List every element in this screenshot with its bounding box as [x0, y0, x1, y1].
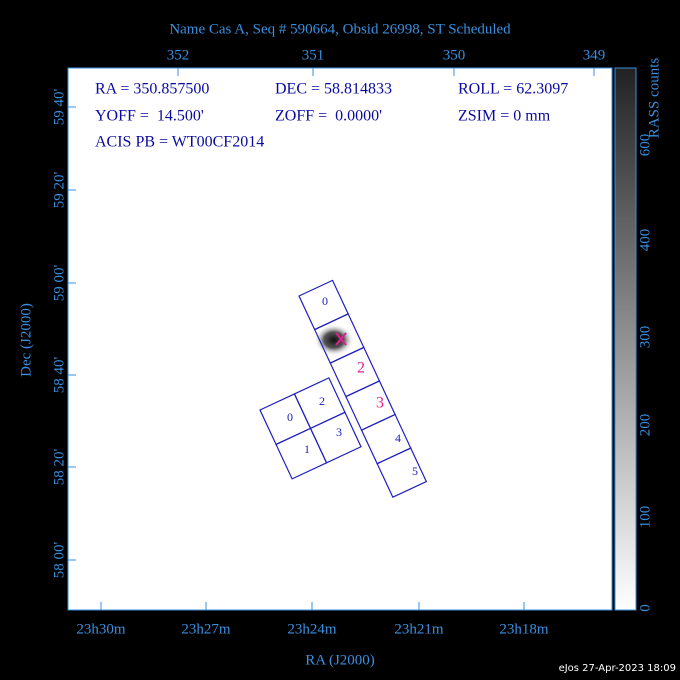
colorbar-label: 200 [637, 414, 653, 437]
top-tick-label: 349 [583, 47, 606, 63]
colorbar [614, 67, 637, 611]
info-zsim: ZSIM = 0 mm [458, 108, 551, 125]
bottom-tick-label: 23h18m [499, 621, 549, 637]
chip-label: 2 [357, 360, 365, 377]
colorbar-label: 400 [637, 229, 653, 252]
colorbar-labels: 0 100 200 300 400 600 RASS counts [637, 58, 662, 612]
chip-label: 2 [319, 394, 325, 408]
bottom-ticks [100, 602, 525, 610]
left-tick-label: 59 40' [51, 88, 67, 125]
colorbar-title: RASS counts [646, 58, 662, 139]
chip-label: 4 [395, 431, 401, 445]
info-roll: ROLL = 62.3097 [458, 81, 568, 98]
left-tick-label: 59 00' [51, 264, 67, 301]
top-tick-label: 350 [443, 47, 466, 63]
top-ticks [177, 68, 595, 76]
footer: eJos 27-Apr-2023 18:09 [559, 663, 676, 674]
info-acis: ACIS PB = WT00CF2014 [95, 134, 264, 151]
title: Name Cas A, Seq # 590664, Obsid 26998, S… [169, 21, 511, 37]
i-array [259, 377, 362, 480]
top-tick-label: 351 [302, 47, 325, 63]
chip-label: 3 [336, 425, 342, 439]
s-array [298, 279, 428, 498]
info-ra: RA = 350.857500 [95, 81, 209, 98]
colorbar-label: 0 [637, 604, 653, 612]
bottom-tick-label: 23h24m [287, 621, 337, 637]
chip-label: 0 [322, 294, 328, 308]
bottom-tick-label: 23h30m [76, 621, 126, 637]
chip-label: 3 [376, 395, 384, 412]
bottom-tick-label: 23h21m [394, 621, 444, 637]
x-axis-label: RA (J2000) [305, 652, 375, 668]
left-tick-label: 58 40' [51, 356, 67, 393]
info-yoff: YOFF = 14.500' [95, 108, 204, 125]
chip-label: 0 [287, 410, 293, 424]
y-axis-label: Dec (J2000) [18, 303, 34, 377]
left-tick-label: 58 20' [51, 448, 67, 485]
colorbar-label: 300 [637, 326, 653, 349]
left-tick-label: 58 00' [51, 541, 67, 578]
bottom-tick-label: 23h27m [181, 621, 231, 637]
chip-label: 5 [412, 464, 418, 478]
top-tick-label: 352 [167, 47, 190, 63]
info-zoff: ZOFF = 0.0000' [275, 108, 382, 125]
chip-label: 1 [304, 442, 310, 456]
left-ticks [68, 106, 76, 561]
target-marker [335, 332, 347, 346]
xray-source [314, 324, 354, 356]
colorbar-label: 100 [637, 506, 653, 529]
info-dec: DEC = 58.814833 [275, 81, 392, 98]
left-tick-label: 59 20' [51, 171, 67, 208]
colorbar-label: 600 [637, 134, 653, 157]
